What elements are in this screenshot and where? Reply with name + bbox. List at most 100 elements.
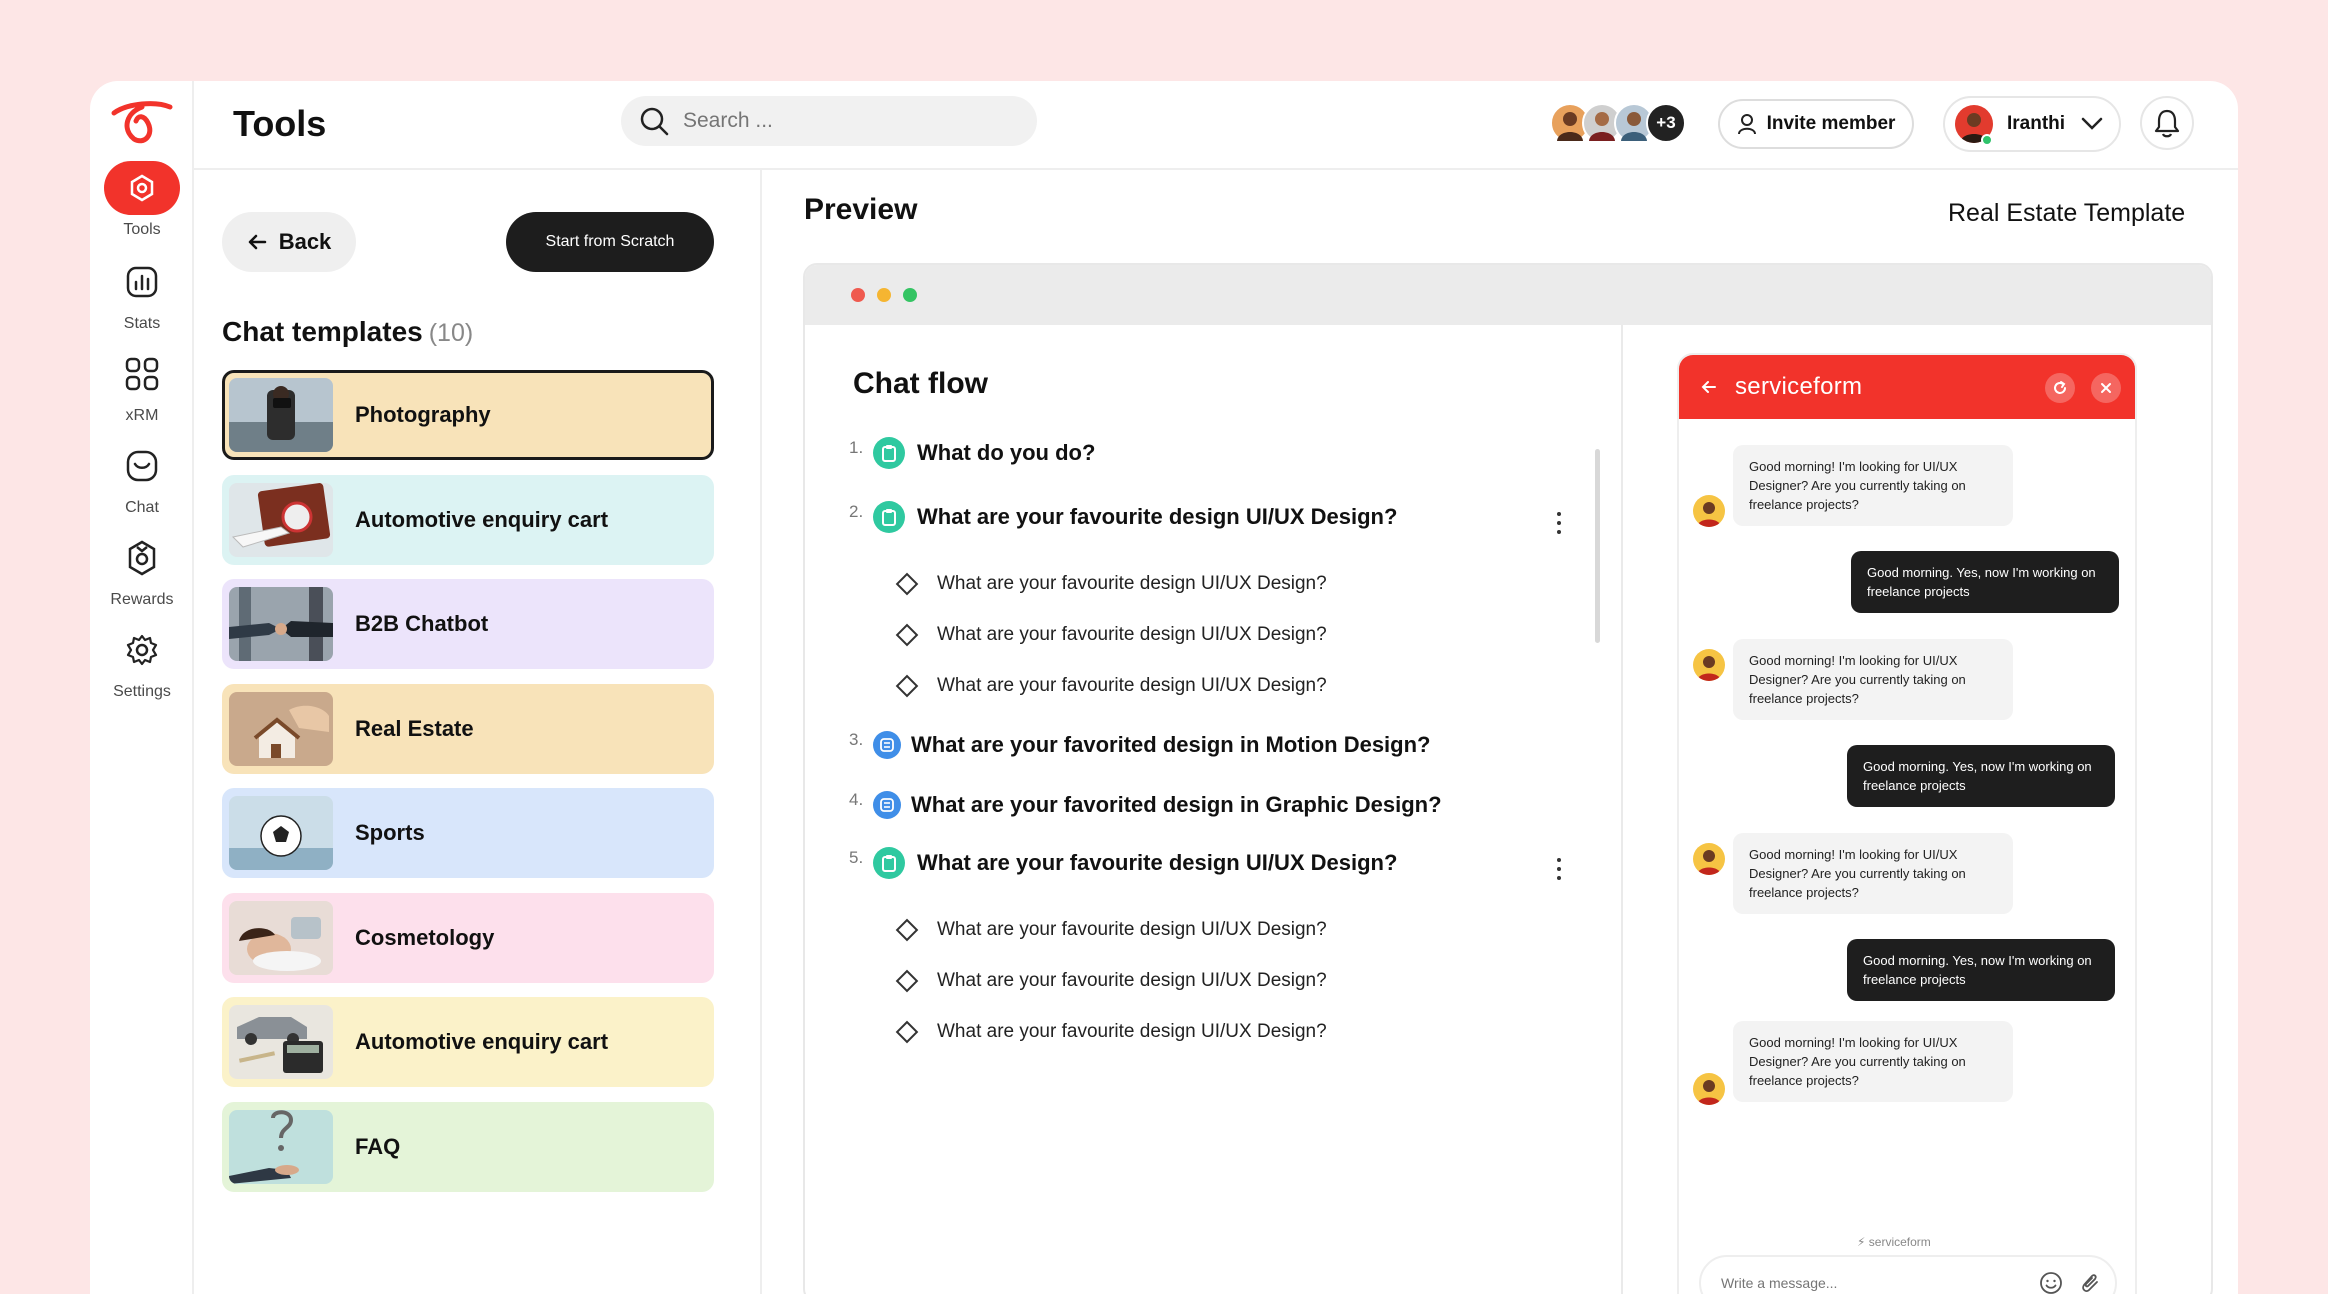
more-options-icon[interactable] xyxy=(1549,509,1569,537)
nav-item-chat[interactable]: Chat xyxy=(90,439,194,517)
diamond-icon xyxy=(895,1020,919,1044)
nav-item-rewards[interactable]: Rewards xyxy=(90,531,194,609)
answer-option[interactable]: What are your favourite design UI/UX Des… xyxy=(895,1020,1327,1044)
template-item-automotive-2[interactable]: Automotive enquiry cart xyxy=(222,997,714,1087)
template-item-photography[interactable]: Photography xyxy=(222,370,714,460)
nav-item-xrm[interactable]: xRM xyxy=(90,347,194,425)
user-name: Iranthi xyxy=(2007,113,2066,134)
diamond-icon xyxy=(895,969,919,993)
chat-flow-scrollbar[interactable] xyxy=(1595,449,1600,643)
faq-thumbnail xyxy=(229,1109,333,1184)
bot-avatar xyxy=(1693,1073,1725,1105)
invite-member-button[interactable]: Invite member xyxy=(1718,99,1914,149)
user-menu[interactable]: Iranthi xyxy=(1943,96,2121,152)
app-window: Tools Stats xRM Chat Rewards xyxy=(90,81,2238,1294)
window-close-dot xyxy=(851,288,865,302)
serviceform-logo-icon[interactable] xyxy=(108,99,176,147)
template-item-faq[interactable]: FAQ xyxy=(222,1101,714,1192)
notifications-button[interactable] xyxy=(2140,96,2194,150)
photography-thumbnail xyxy=(229,378,333,452)
avatar[interactable] xyxy=(1550,103,1590,143)
flow-question[interactable]: 4. What are your favorited design in Gra… xyxy=(849,790,1442,819)
bot-message: Good morning! I'm looking for UI/UX Desi… xyxy=(1733,1021,2013,1102)
template-item-automotive[interactable]: Automotive enquiry cart xyxy=(222,474,714,565)
bot-message: Good morning! I'm looking for UI/UX Desi… xyxy=(1733,639,2013,720)
bot-avatar xyxy=(1693,843,1725,875)
refresh-button[interactable] xyxy=(2045,373,2075,403)
nav-label: Chat xyxy=(125,499,159,516)
question-number: 5. xyxy=(849,848,864,867)
preview-template-name: Real Estate Template xyxy=(1948,199,2186,227)
flow-question[interactable]: 5. What are your favourite design UI/UX … xyxy=(849,847,1397,879)
question-number: 1. xyxy=(849,438,864,457)
question-text: What do you do? xyxy=(917,440,1096,465)
question-text: What are your favourite design UI/UX Des… xyxy=(917,850,1398,875)
answer-option[interactable]: What are your favourite design UI/UX Des… xyxy=(895,572,1327,596)
clipboard-icon xyxy=(873,437,905,469)
emoji-icon[interactable] xyxy=(2039,1271,2063,1294)
flow-question[interactable]: 2. What are your favourite design UI/UX … xyxy=(849,501,1397,533)
flow-question[interactable]: 3. What are your favorited design in Mot… xyxy=(849,730,1431,759)
attachment-icon[interactable] xyxy=(2079,1271,2101,1294)
template-name: B2B Chatbot xyxy=(355,611,489,636)
flow-question[interactable]: 1. What do you do? xyxy=(849,437,1095,469)
answer-option[interactable]: What are your favourite design UI/UX Des… xyxy=(895,674,1327,698)
clipboard-icon xyxy=(873,501,905,533)
diamond-icon xyxy=(895,623,919,647)
preview-title: Preview xyxy=(804,193,918,226)
search-icon xyxy=(640,107,669,136)
question-text: What are your favorited design in Motion… xyxy=(911,732,1431,757)
powered-by: ⚡ serviceform xyxy=(1857,1235,1931,1249)
back-button[interactable]: Back xyxy=(222,212,356,272)
invite-member-label: Invite member xyxy=(1766,113,1896,134)
more-options-icon[interactable] xyxy=(1549,855,1569,883)
answer-option[interactable]: What are your favourite design UI/UX Des… xyxy=(895,623,1327,647)
user-message: Good morning. Yes, now I'm working on fr… xyxy=(1847,745,2115,807)
message-input[interactable] xyxy=(1721,1275,2021,1291)
question-number: 2. xyxy=(849,502,864,521)
template-item-cosmetology[interactable]: Cosmetology xyxy=(222,892,714,983)
search-input[interactable] xyxy=(683,109,1003,133)
nav-label: Settings xyxy=(113,683,171,700)
nav-item-tools[interactable]: Tools xyxy=(90,161,194,239)
clipboard-icon xyxy=(873,847,905,879)
start-from-scratch-button[interactable]: Start from Scratch xyxy=(506,212,714,272)
close-icon xyxy=(2101,383,2111,393)
team-avatars[interactable]: +3 xyxy=(1550,103,1686,143)
template-item-real-estate[interactable]: Real Estate xyxy=(222,683,714,774)
templates-heading-text: Chat templates xyxy=(222,316,423,347)
diamond-icon xyxy=(895,572,919,596)
page-title: Tools xyxy=(233,103,327,144)
close-button[interactable] xyxy=(2091,373,2121,403)
automotive-calculator-thumbnail xyxy=(229,1005,333,1079)
answer-option[interactable]: What are your favourite design UI/UX Des… xyxy=(895,969,1327,993)
template-name: Sports xyxy=(355,820,425,845)
chat-widget-header: serviceform xyxy=(1679,355,2135,419)
template-item-sports[interactable]: Sports xyxy=(222,788,714,878)
avatar[interactable] xyxy=(1582,103,1622,143)
window-maximize-dot xyxy=(903,288,917,302)
grid-icon xyxy=(104,347,180,401)
nav-item-settings[interactable]: Settings xyxy=(90,623,194,701)
back-label: Back xyxy=(278,229,332,254)
search-bar[interactable] xyxy=(621,96,1037,146)
user-message: Good morning. Yes, now I'm working on fr… xyxy=(1847,939,2115,1001)
hexagon-icon xyxy=(104,161,180,215)
more-members-badge[interactable]: +3 xyxy=(1646,103,1686,143)
template-name: Photography xyxy=(355,402,491,427)
b2b-chatbot-thumbnail xyxy=(229,587,333,661)
chat-flow-panel: Chat flow 1. What do you do? 2. What are… xyxy=(805,325,1623,1294)
bell-icon xyxy=(2154,109,2180,138)
template-item-b2b-chatbot[interactable]: B2B Chatbot xyxy=(222,579,714,669)
answer-option[interactable]: What are your favourite design UI/UX Des… xyxy=(895,918,1327,942)
real-estate-thumbnail xyxy=(229,691,333,766)
bot-message: Good morning! I'm looking for UI/UX Desi… xyxy=(1733,833,2013,914)
sports-thumbnail xyxy=(229,796,333,870)
arrow-left-icon[interactable] xyxy=(1701,380,1717,394)
nav-label: Rewards xyxy=(110,591,174,608)
nav-item-stats[interactable]: Stats xyxy=(90,255,194,333)
message-composer[interactable] xyxy=(1699,1255,2117,1294)
question-text: What are your favorited design in Graphi… xyxy=(911,792,1442,817)
list-icon xyxy=(873,731,901,759)
answer-text: What are your favourite design UI/UX Des… xyxy=(937,919,1327,940)
